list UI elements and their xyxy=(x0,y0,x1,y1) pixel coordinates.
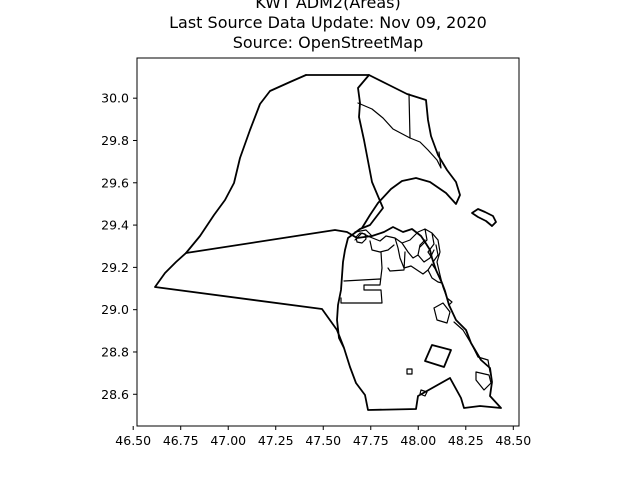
y-tick-label: 28.8 xyxy=(101,344,129,359)
tiny-marker-unit xyxy=(419,389,428,397)
region-outline-northeast xyxy=(361,74,461,229)
y-tick-label: 28.6 xyxy=(101,387,129,402)
island-east xyxy=(471,208,497,227)
inner-line-east xyxy=(409,137,442,169)
x-tick-label: 47.50 xyxy=(305,433,341,448)
urban-districts xyxy=(340,228,453,306)
chart-title: KWT ADM2(Areas) Last Source Data Update:… xyxy=(169,0,487,52)
region-outline-north xyxy=(185,74,307,254)
y-tick-label: 29.6 xyxy=(101,175,129,190)
inner-line-north xyxy=(357,93,411,139)
x-tick-label: 47.25 xyxy=(258,433,294,448)
tiny-square-unit xyxy=(406,368,413,375)
y-axis-ticks: 28.6 28.8 29.0 29.2 29.4 29.6 29.8 30.0 xyxy=(101,91,137,402)
y-tick-label: 30.0 xyxy=(101,91,129,106)
x-tick-label: 46.50 xyxy=(115,433,151,448)
axes-frame xyxy=(136,57,520,427)
x-tick-label: 48.50 xyxy=(495,433,531,448)
x-tick-label: 47.75 xyxy=(353,433,389,448)
title-line-3: Source: OpenStreetMap xyxy=(233,33,424,52)
y-tick-label: 29.4 xyxy=(101,218,129,233)
small-island-west xyxy=(355,232,367,244)
x-tick-label: 46.75 xyxy=(163,433,199,448)
admin-boundaries xyxy=(154,74,502,411)
x-tick-label: 47.00 xyxy=(210,433,246,448)
y-tick-label: 29.8 xyxy=(101,133,129,148)
x-axis-ticks: 46.50 46.75 47.00 47.25 47.50 47.75 48.00 48.25… xyxy=(115,426,531,448)
region-outline-west xyxy=(154,74,502,411)
title-line-1: KWT ADM2(Areas) xyxy=(255,0,401,12)
y-tick-label: 29.0 xyxy=(101,302,129,317)
x-tick-label: 48.25 xyxy=(448,433,484,448)
y-tick-label: 29.2 xyxy=(101,260,129,275)
southeast-units xyxy=(433,302,492,391)
diamond-unit xyxy=(424,344,452,368)
title-line-2: Last Source Data Update: Nov 09, 2020 xyxy=(169,13,487,32)
x-tick-label: 48.00 xyxy=(400,433,436,448)
